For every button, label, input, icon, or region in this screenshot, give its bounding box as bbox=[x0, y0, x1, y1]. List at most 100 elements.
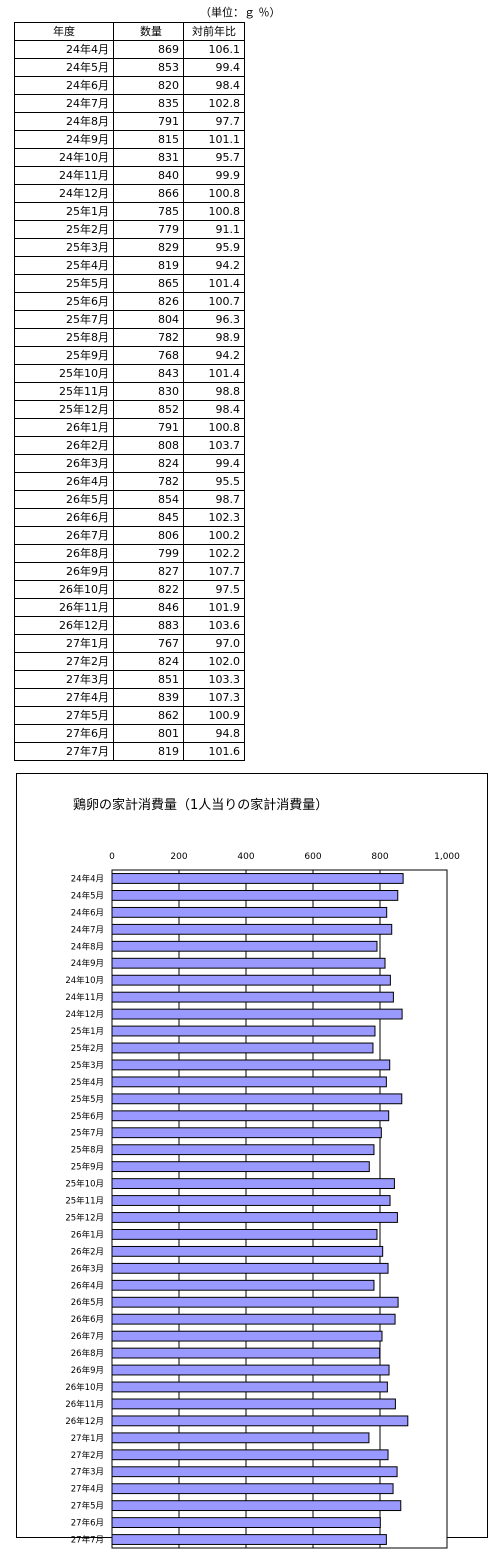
cell-yoy: 107.7 bbox=[183, 562, 245, 581]
cell-year: 27年5月 bbox=[14, 706, 114, 725]
cell-year: 26年2月 bbox=[14, 436, 114, 455]
cell-yoy: 98.8 bbox=[183, 382, 245, 401]
x-tick-label: 600 bbox=[304, 852, 321, 862]
table-row: 25年9月 768 94.2 bbox=[14, 346, 245, 365]
bar bbox=[111, 1161, 370, 1173]
y-tick-label: 26年1月 bbox=[71, 1229, 104, 1240]
cell-yoy: 97.0 bbox=[183, 634, 245, 653]
cell-yoy: 99.9 bbox=[183, 166, 245, 185]
chart-title: 鶏卵の家計消費量（1人当りの家計消費量） bbox=[73, 798, 329, 813]
cell-year: 26年10月 bbox=[14, 580, 114, 599]
y-tick-label: 26年4月 bbox=[71, 1280, 104, 1291]
bar bbox=[111, 1534, 387, 1545]
bar bbox=[111, 974, 391, 986]
cell-quantity: 865 bbox=[113, 274, 184, 293]
bar bbox=[111, 1262, 389, 1274]
table-row: 25年4月 819 94.2 bbox=[14, 256, 245, 275]
plot-area bbox=[111, 869, 448, 1549]
x-tick-label: 0 bbox=[109, 852, 115, 862]
header-quantity: 数量 bbox=[113, 22, 184, 41]
y-tick-label: 26年10月 bbox=[65, 1382, 104, 1393]
y-tick-label: 26年9月 bbox=[71, 1365, 104, 1376]
table-row: 26年6月 845 102.3 bbox=[14, 508, 245, 527]
cell-yoy: 106.1 bbox=[183, 40, 245, 59]
bar bbox=[111, 957, 386, 969]
bar bbox=[111, 906, 388, 918]
y-tick-label: 26年2月 bbox=[71, 1246, 104, 1257]
cell-yoy: 100.9 bbox=[183, 706, 245, 725]
unit-note: （単位：ｇ ％） bbox=[200, 6, 281, 19]
cell-year: 27年2月 bbox=[14, 652, 114, 671]
table-row: 27年3月 851 103.3 bbox=[14, 670, 245, 689]
bar bbox=[111, 1483, 394, 1495]
table-row: 25年2月 779 91.1 bbox=[14, 220, 245, 239]
table-row: 27年2月 824 102.0 bbox=[14, 652, 245, 671]
table-row: 24年9月 815 101.1 bbox=[14, 130, 245, 149]
table-row: 24年8月 791 97.7 bbox=[14, 112, 245, 131]
cell-yoy: 94.2 bbox=[183, 256, 245, 275]
bar bbox=[111, 1517, 381, 1528]
bar bbox=[111, 1195, 391, 1206]
x-tick-label: 200 bbox=[170, 852, 187, 862]
y-tick-label: 24年7月 bbox=[71, 924, 104, 935]
y-tick-label: 25年4月 bbox=[71, 1077, 104, 1088]
cell-yoy: 98.4 bbox=[183, 400, 245, 419]
cell-yoy: 102.8 bbox=[183, 94, 245, 113]
bar bbox=[111, 1330, 383, 1342]
table-row: 27年7月 819 101.6 bbox=[14, 742, 245, 761]
bar bbox=[111, 1076, 387, 1088]
table-row: 24年7月 835 102.8 bbox=[14, 94, 245, 113]
table-row: 25年8月 782 98.9 bbox=[14, 328, 245, 347]
y-tick-label: 26年12月 bbox=[65, 1416, 104, 1427]
y-tick-label: 27年2月 bbox=[71, 1450, 104, 1461]
bar bbox=[111, 1296, 399, 1308]
cell-quantity: 831 bbox=[113, 148, 184, 167]
y-tick-label: 27年5月 bbox=[71, 1501, 104, 1512]
table-row: 26年8月 799 102.2 bbox=[14, 544, 245, 563]
y-tick-label: 24年11月 bbox=[65, 992, 104, 1003]
cell-year: 25年9月 bbox=[14, 346, 114, 365]
bar bbox=[111, 1042, 374, 1054]
cell-yoy: 91.1 bbox=[183, 220, 245, 239]
table-row: 25年11月 830 98.8 bbox=[14, 382, 245, 401]
cell-yoy: 102.3 bbox=[183, 508, 245, 527]
bar bbox=[111, 1415, 409, 1427]
bar bbox=[111, 1025, 376, 1037]
y-tick-label: 25年11月 bbox=[65, 1196, 104, 1207]
y-tick-label: 25年6月 bbox=[71, 1111, 104, 1122]
cell-quantity: 799 bbox=[113, 544, 184, 563]
table-row: 26年5月 854 98.7 bbox=[14, 490, 245, 509]
y-tick-label: 25年9月 bbox=[71, 1162, 104, 1173]
cell-quantity: 854 bbox=[113, 490, 184, 509]
table-row: 25年7月 804 96.3 bbox=[14, 310, 245, 329]
cell-yoy: 95.7 bbox=[183, 148, 245, 167]
y-tick-label: 25年12月 bbox=[65, 1212, 104, 1223]
x-tick-label: 1,000 bbox=[434, 852, 460, 862]
cell-year: 26年6月 bbox=[14, 508, 114, 527]
table-row: 27年4月 839 107.3 bbox=[14, 688, 245, 707]
bar bbox=[111, 1127, 382, 1139]
cell-year: 27年7月 bbox=[14, 742, 114, 761]
y-tick-label: 25年10月 bbox=[65, 1179, 104, 1190]
y-tick-label: 26年8月 bbox=[71, 1348, 104, 1359]
bar bbox=[111, 1279, 375, 1291]
y-tick-label: 25年7月 bbox=[71, 1128, 104, 1139]
table-row: 25年12月 852 98.4 bbox=[14, 400, 245, 419]
y-tick-label: 25年5月 bbox=[71, 1094, 104, 1105]
y-tick-label: 27年4月 bbox=[71, 1484, 104, 1495]
y-tick-label: 24年4月 bbox=[71, 873, 104, 884]
table-row: 27年5月 862 100.9 bbox=[14, 706, 245, 725]
y-tick-label: 25年2月 bbox=[71, 1043, 104, 1054]
cell-quantity: 819 bbox=[113, 742, 184, 761]
y-tick-label: 26年3月 bbox=[71, 1263, 104, 1274]
cell-yoy: 94.2 bbox=[183, 346, 245, 365]
y-tick-label: 24年12月 bbox=[65, 1009, 104, 1020]
bar bbox=[111, 1313, 396, 1325]
bar bbox=[111, 1449, 389, 1461]
bar bbox=[111, 1347, 381, 1359]
cell-year: 26年5月 bbox=[14, 490, 114, 509]
bar bbox=[111, 1245, 384, 1257]
table-row: 25年3月 829 95.9 bbox=[14, 238, 245, 257]
cell-quantity: 853 bbox=[113, 58, 184, 77]
y-tick-label: 26年5月 bbox=[71, 1297, 104, 1308]
